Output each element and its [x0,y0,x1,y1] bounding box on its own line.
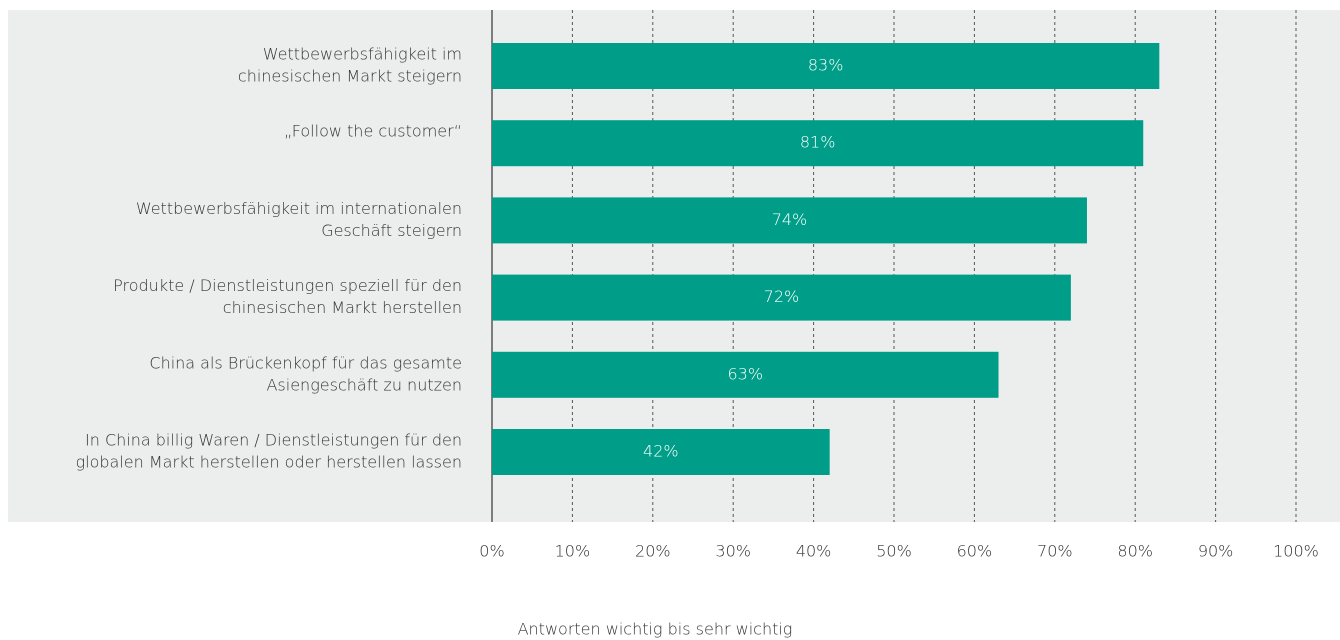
y-tick-label: chinesischen Markt herstellen [223,298,462,317]
bar [492,120,1144,167]
y-tick-label: „Follow the customer“ [284,122,462,141]
x-tick-label: 20% [635,542,671,561]
x-tick-label: 90% [1198,542,1234,561]
bar [492,351,999,398]
x-tick-label: 30% [715,542,751,561]
y-tick-label: Produkte / Dienstleistungen speziell für… [113,276,462,295]
bar [492,274,1071,321]
bar-label: 83% [808,56,844,75]
y-tick-label: China als Brückenkopf für das gesamte [149,353,462,372]
x-tick-label: 60% [957,542,993,561]
bar-label: 81% [800,133,836,152]
x-axis-label: Antworten wichtig bis sehr wichtig [518,620,793,639]
bar [492,429,830,475]
y-tick-label: globalen Markt herstellen oder herstelle… [76,453,462,472]
bar [492,197,1087,244]
y-tick-label: Wettbewerbsfähigkeit im internationalen [136,199,462,218]
y-tick-label: chinesischen Markt steigern [238,67,462,86]
bar-label: 74% [772,210,808,229]
bar [492,43,1160,89]
bar-label: 63% [727,364,763,383]
bar-label: 72% [764,287,800,306]
bar-label: 42% [643,442,679,461]
y-tick-label: Asiengeschäft zu nutzen [266,375,462,394]
x-tick-label: 100% [1273,542,1319,561]
y-tick-label: In China billig Waren / Dienstleistungen… [85,431,462,450]
x-tick-label: 80% [1117,542,1153,561]
y-tick-label: Geschäft steigern [321,221,462,240]
x-tick-label: 0% [479,542,504,561]
y-tick-label: Wettbewerbsfähigkeit im [263,45,462,64]
x-tick-label: 40% [796,542,832,561]
x-tick-label: 10% [555,542,591,561]
x-tick-label: 50% [876,542,912,561]
x-tick-label: 70% [1037,542,1073,561]
